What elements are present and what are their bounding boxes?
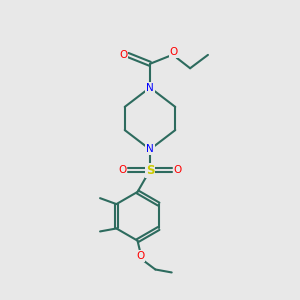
Text: O: O — [173, 165, 182, 175]
Text: O: O — [118, 165, 127, 175]
Text: O: O — [170, 47, 178, 57]
Text: S: S — [146, 164, 154, 177]
Text: N: N — [146, 144, 154, 154]
Text: O: O — [119, 50, 128, 60]
Text: N: N — [146, 82, 154, 93]
Text: O: O — [136, 251, 145, 261]
